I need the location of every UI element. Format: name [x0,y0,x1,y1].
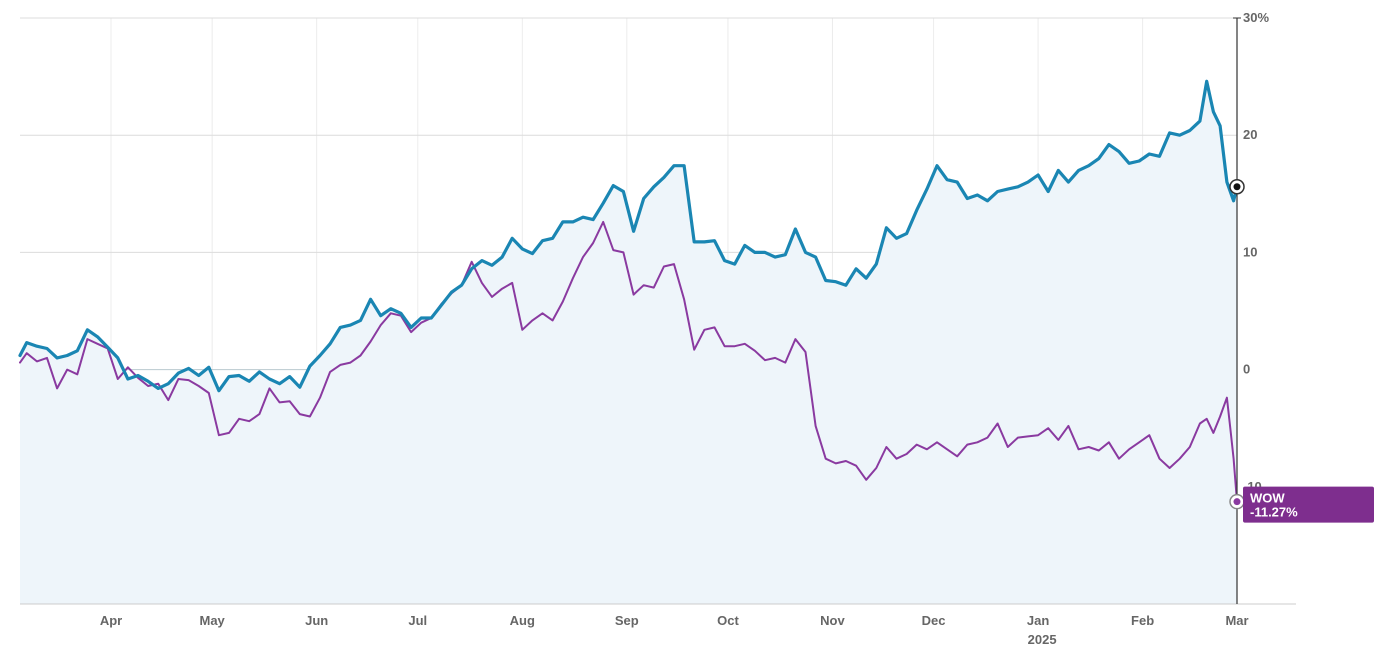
value-tag: WOW -11.27% [1243,486,1374,523]
x-tick-label-nov: Nov [820,613,845,628]
end-marker-series-1-dot [1233,183,1241,191]
series-line-wow [19,220,1238,503]
x-tick-label-mar: Mar [1225,613,1248,628]
series-lines [18,79,1239,503]
value-tag-value: -11.27% [1250,505,1298,520]
x-tick-label-apr: Apr [100,613,122,628]
area-fill [20,81,1237,605]
x-tick-label-sep: Sep [615,613,639,628]
x-tick-label-oct: Oct [717,613,739,628]
y-tick-label-3: 0 [1243,362,1250,377]
x-tick-label-jan: Jan [1027,613,1049,628]
end-markers [1229,179,1245,510]
x-tick-label-dec: Dec [922,613,946,628]
area-fill-series-1 [20,81,1237,605]
x-tick-label-aug: Aug [510,613,535,628]
y-tick-label-1: 20 [1243,127,1257,142]
x-tick-label-jul: Jul [408,613,427,628]
end-marker-wow-dot [1233,498,1241,506]
value-tag-background [1243,486,1374,523]
x-tick-label-jun: Jun [305,613,328,628]
y-tick-label-2: 10 [1243,244,1257,259]
x-year-label: 2025 [1028,632,1057,647]
value-tag-name: WOW [1250,491,1285,506]
y-tick-label-0: 30% [1243,10,1269,25]
x-tick-label-feb: Feb [1131,613,1154,628]
series-line-1 [18,79,1239,393]
x-tick-label-may: May [200,613,226,628]
